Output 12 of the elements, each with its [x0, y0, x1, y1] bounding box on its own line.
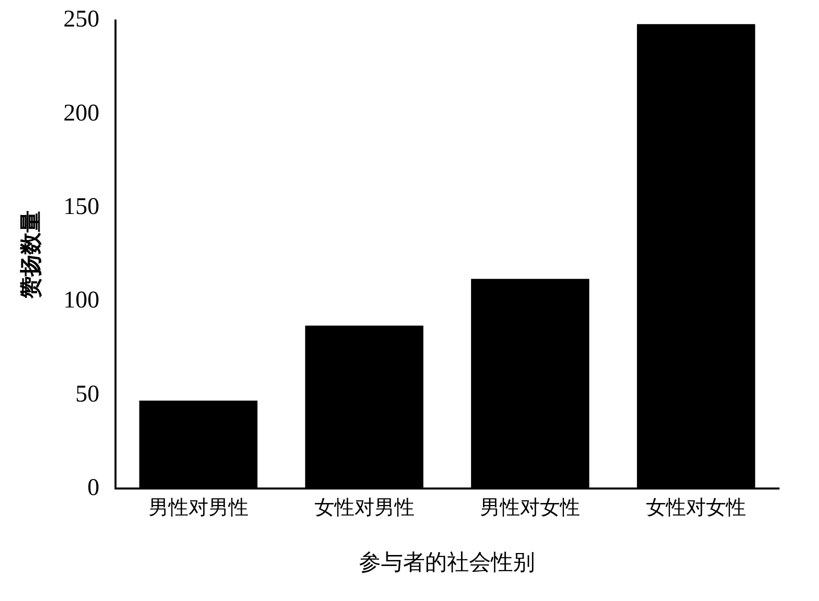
y-tick-label: 200 [63, 100, 100, 126]
y-tick-label: 150 [63, 194, 100, 220]
y-tick-label: 100 [63, 288, 100, 314]
x-tick-label: 女性对女性 [646, 496, 746, 519]
x-tick-label: 男性对男性 [148, 496, 248, 519]
x-tick-label: 男性对女性 [480, 496, 580, 519]
x-axis-title: 参与者的社会性别 [359, 550, 536, 575]
y-tick-label: 250 [63, 6, 100, 33]
x-tick-label: 女性对男性 [314, 496, 414, 519]
y-axis-title: 赞扬数量 [18, 210, 43, 300]
y-tick-label: 50 [75, 381, 100, 408]
y-tick-label: 0 [87, 474, 100, 501]
